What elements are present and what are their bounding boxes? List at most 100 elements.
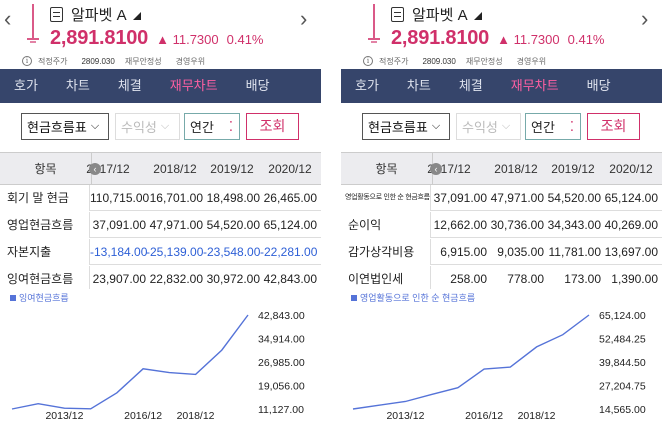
dropdown-triangle-icon[interactable] xyxy=(473,12,482,20)
row-values: 23,907.00 22,832.00 30,972.00 42,843.00 xyxy=(92,272,317,286)
fair-price-label: 적정주가 xyxy=(38,56,68,66)
dropdown-triangle-icon[interactable] xyxy=(132,12,141,20)
row-values: 6,915.00 9,035.00 11,781.00 13,697.00 xyxy=(440,245,658,259)
tab-dividend[interactable]: 배당 xyxy=(245,78,270,93)
current-price: 2,891.8100 xyxy=(50,27,149,49)
fair-price-value: 2809.030 xyxy=(422,56,456,66)
series-line xyxy=(352,314,590,410)
metric-select-label: 수익성 xyxy=(462,120,498,135)
year-header: 2018/12 xyxy=(494,162,538,176)
y-tick-label: 11,127.00 xyxy=(258,404,304,416)
next-stock-chevron-icon[interactable]: › xyxy=(300,6,308,31)
metric-select-label: 수익성 xyxy=(121,120,157,135)
row-label: 잉여현금흐름 xyxy=(0,266,90,292)
period-select[interactable]: 연간 ⁚ xyxy=(525,113,581,140)
stock-name: 알파벳 A xyxy=(71,6,127,24)
pin-icon[interactable] xyxy=(367,4,381,44)
table-row: 12,662.00 30,736.00 34,343.00 40,269.00 순이익 xyxy=(341,212,662,238)
current-price: 2,891.8100 xyxy=(391,27,490,49)
table-row: 110,715.0016,701.00 18,498.00 26,465.00 회기… xyxy=(0,185,321,211)
year-header: 2020/12 xyxy=(268,162,312,176)
tab-orderbook[interactable]: 호가 xyxy=(14,78,38,93)
row-label: 영업현금흐름 xyxy=(0,212,90,238)
line-chart: 42,843.00 34,914.00 26,985.00 19,056.00 11,1… xyxy=(11,310,305,422)
stock-name: 알파벳 A xyxy=(412,6,468,24)
tab-chart[interactable]: 차트 xyxy=(406,78,431,93)
chevron-down-icon: ⌵ xyxy=(90,120,100,132)
price-change: ▲ 11.7300 xyxy=(497,32,560,47)
statement-select-label: 현금흐름표 xyxy=(368,120,428,135)
x-tick-label: 2013/12 xyxy=(45,410,83,422)
price-change: ▲ 11.7300 xyxy=(156,32,219,47)
row-values: -13,184.00-25,139.00-23,548.00-22,281.00 xyxy=(90,245,318,259)
spinner-icon: ⁚ xyxy=(228,119,233,134)
statement-select[interactable]: 현금흐름표 ⌵ xyxy=(362,113,450,140)
x-tick-label: 2018/12 xyxy=(518,410,556,422)
query-button[interactable]: 조회 xyxy=(587,113,640,140)
row-values: 258.00 778.00 173.00 1,390.00 xyxy=(450,272,658,286)
document-icon[interactable] xyxy=(391,6,404,22)
legend-swatch xyxy=(10,294,16,301)
price-change-percent: 0.41% xyxy=(226,32,264,47)
tab-financial-chart[interactable]: 재무차트 xyxy=(169,78,218,93)
metric-select[interactable]: 수익성 ⌵ xyxy=(456,113,521,140)
table-row: 23,907.00 22,832.00 30,972.00 42,843.00 잉여현… xyxy=(0,266,321,292)
fair-price-value: 2809.030 xyxy=(81,56,115,66)
row-label: 순이익 xyxy=(341,212,431,238)
table-row: 37,091.00 47,971.00 54,520.00 65,124.00 영업현… xyxy=(0,212,321,238)
table-header: 2017/12 2018/12 2019/12 2020/12 항목 ‹ xyxy=(0,153,321,185)
y-tick-label: 52,484.25 xyxy=(599,334,646,346)
chart-area: 42,843.00 34,914.00 26,985.00 19,056.00 11,1… xyxy=(0,289,321,422)
tab-bar: 호가 차트 체결 재무차트 배당 xyxy=(0,69,321,103)
y-tick-label: 42,843.00 xyxy=(258,310,305,322)
spinner-icon: ⁚ xyxy=(569,119,574,134)
tab-orderbook[interactable]: 호가 xyxy=(355,78,379,93)
scroll-left-icon[interactable]: ‹ xyxy=(89,163,101,175)
info-icon[interactable]: i xyxy=(22,56,32,66)
y-tick-label: 34,914.00 xyxy=(258,334,305,346)
tab-chart[interactable]: 차트 xyxy=(65,78,90,93)
document-icon[interactable] xyxy=(50,6,63,22)
item-header: 항목 xyxy=(0,153,92,185)
tab-trades[interactable]: 체결 xyxy=(458,78,483,93)
stability-label: 재무안정성 xyxy=(124,56,162,66)
y-tick-label: 39,844.50 xyxy=(599,357,646,369)
stock-title[interactable]: 알파벳 A xyxy=(50,4,141,24)
tab-financial-chart[interactable]: 재무차트 xyxy=(510,78,559,93)
stock-header: 알파벳 A 2,891.8100 ▲ 11.7300 0.41% › xyxy=(341,0,662,54)
stability-label: 재무안정성 xyxy=(465,56,503,66)
tab-trades[interactable]: 체결 xyxy=(117,78,142,93)
panel-left: ‹ 알파벳 A 2,891.8100 ▲ 11.7300 0.41% › i 적… xyxy=(0,0,321,422)
row-label: 감가상각비용 xyxy=(341,239,431,265)
table-header: 2017/12 2018/12 2019/12 2020/12 항목 ‹ xyxy=(341,153,662,185)
y-tick-label: 27,204.75 xyxy=(599,381,646,393)
pin-icon[interactable] xyxy=(26,4,40,44)
chart-legend: 영업활동으로 인한 순 현금흐름 xyxy=(351,291,475,304)
year-header: 2020/12 xyxy=(609,162,653,176)
line-chart: 65,124.00 52,484.25 39,844.50 27,204.75 14,5… xyxy=(352,310,646,422)
prev-stock-chevron-icon[interactable]: ‹ xyxy=(4,6,12,31)
price-change-percent: 0.41% xyxy=(567,32,605,47)
query-button[interactable]: 조회 xyxy=(246,113,299,140)
metric-select[interactable]: 수익성 ⌵ xyxy=(115,113,180,140)
stock-title[interactable]: 알파벳 A xyxy=(391,4,482,24)
scroll-left-icon[interactable]: ‹ xyxy=(430,163,442,175)
row-values: 12,662.00 30,736.00 34,343.00 40,269.00 xyxy=(433,218,658,232)
stock-header: ‹ 알파벳 A 2,891.8100 ▲ 11.7300 0.41% › xyxy=(0,0,321,54)
row-label: 회기 말 현금 xyxy=(0,185,90,211)
period-select-label: 연간 xyxy=(531,120,555,135)
period-select-label: 연간 xyxy=(190,120,214,135)
row-label: 이연법인세 xyxy=(341,266,431,292)
item-header: 항목 xyxy=(341,153,433,185)
controls: 현금흐름표 ⌵ 수익성 ⌵ 연간 ⁚ 조회 xyxy=(341,103,662,152)
info-row: i 적정주가 2809.030 재무안정성 경영우위 xyxy=(0,54,321,68)
info-icon[interactable]: i xyxy=(363,56,373,66)
tab-dividend[interactable]: 배당 xyxy=(586,78,611,93)
table-row: 6,915.00 9,035.00 11,781.00 13,697.00 감가상각비… xyxy=(341,239,662,265)
next-stock-chevron-icon[interactable]: › xyxy=(641,6,649,31)
period-select[interactable]: 연간 ⁚ xyxy=(184,113,240,140)
chart-area: 65,124.00 52,484.25 39,844.50 27,204.75 14,5… xyxy=(341,289,662,422)
statement-select[interactable]: 현금흐름표 ⌵ xyxy=(21,113,109,140)
statement-select-label: 현금흐름표 xyxy=(27,120,87,135)
price-row: 2,891.8100 ▲ 11.7300 0.41% xyxy=(50,27,264,50)
